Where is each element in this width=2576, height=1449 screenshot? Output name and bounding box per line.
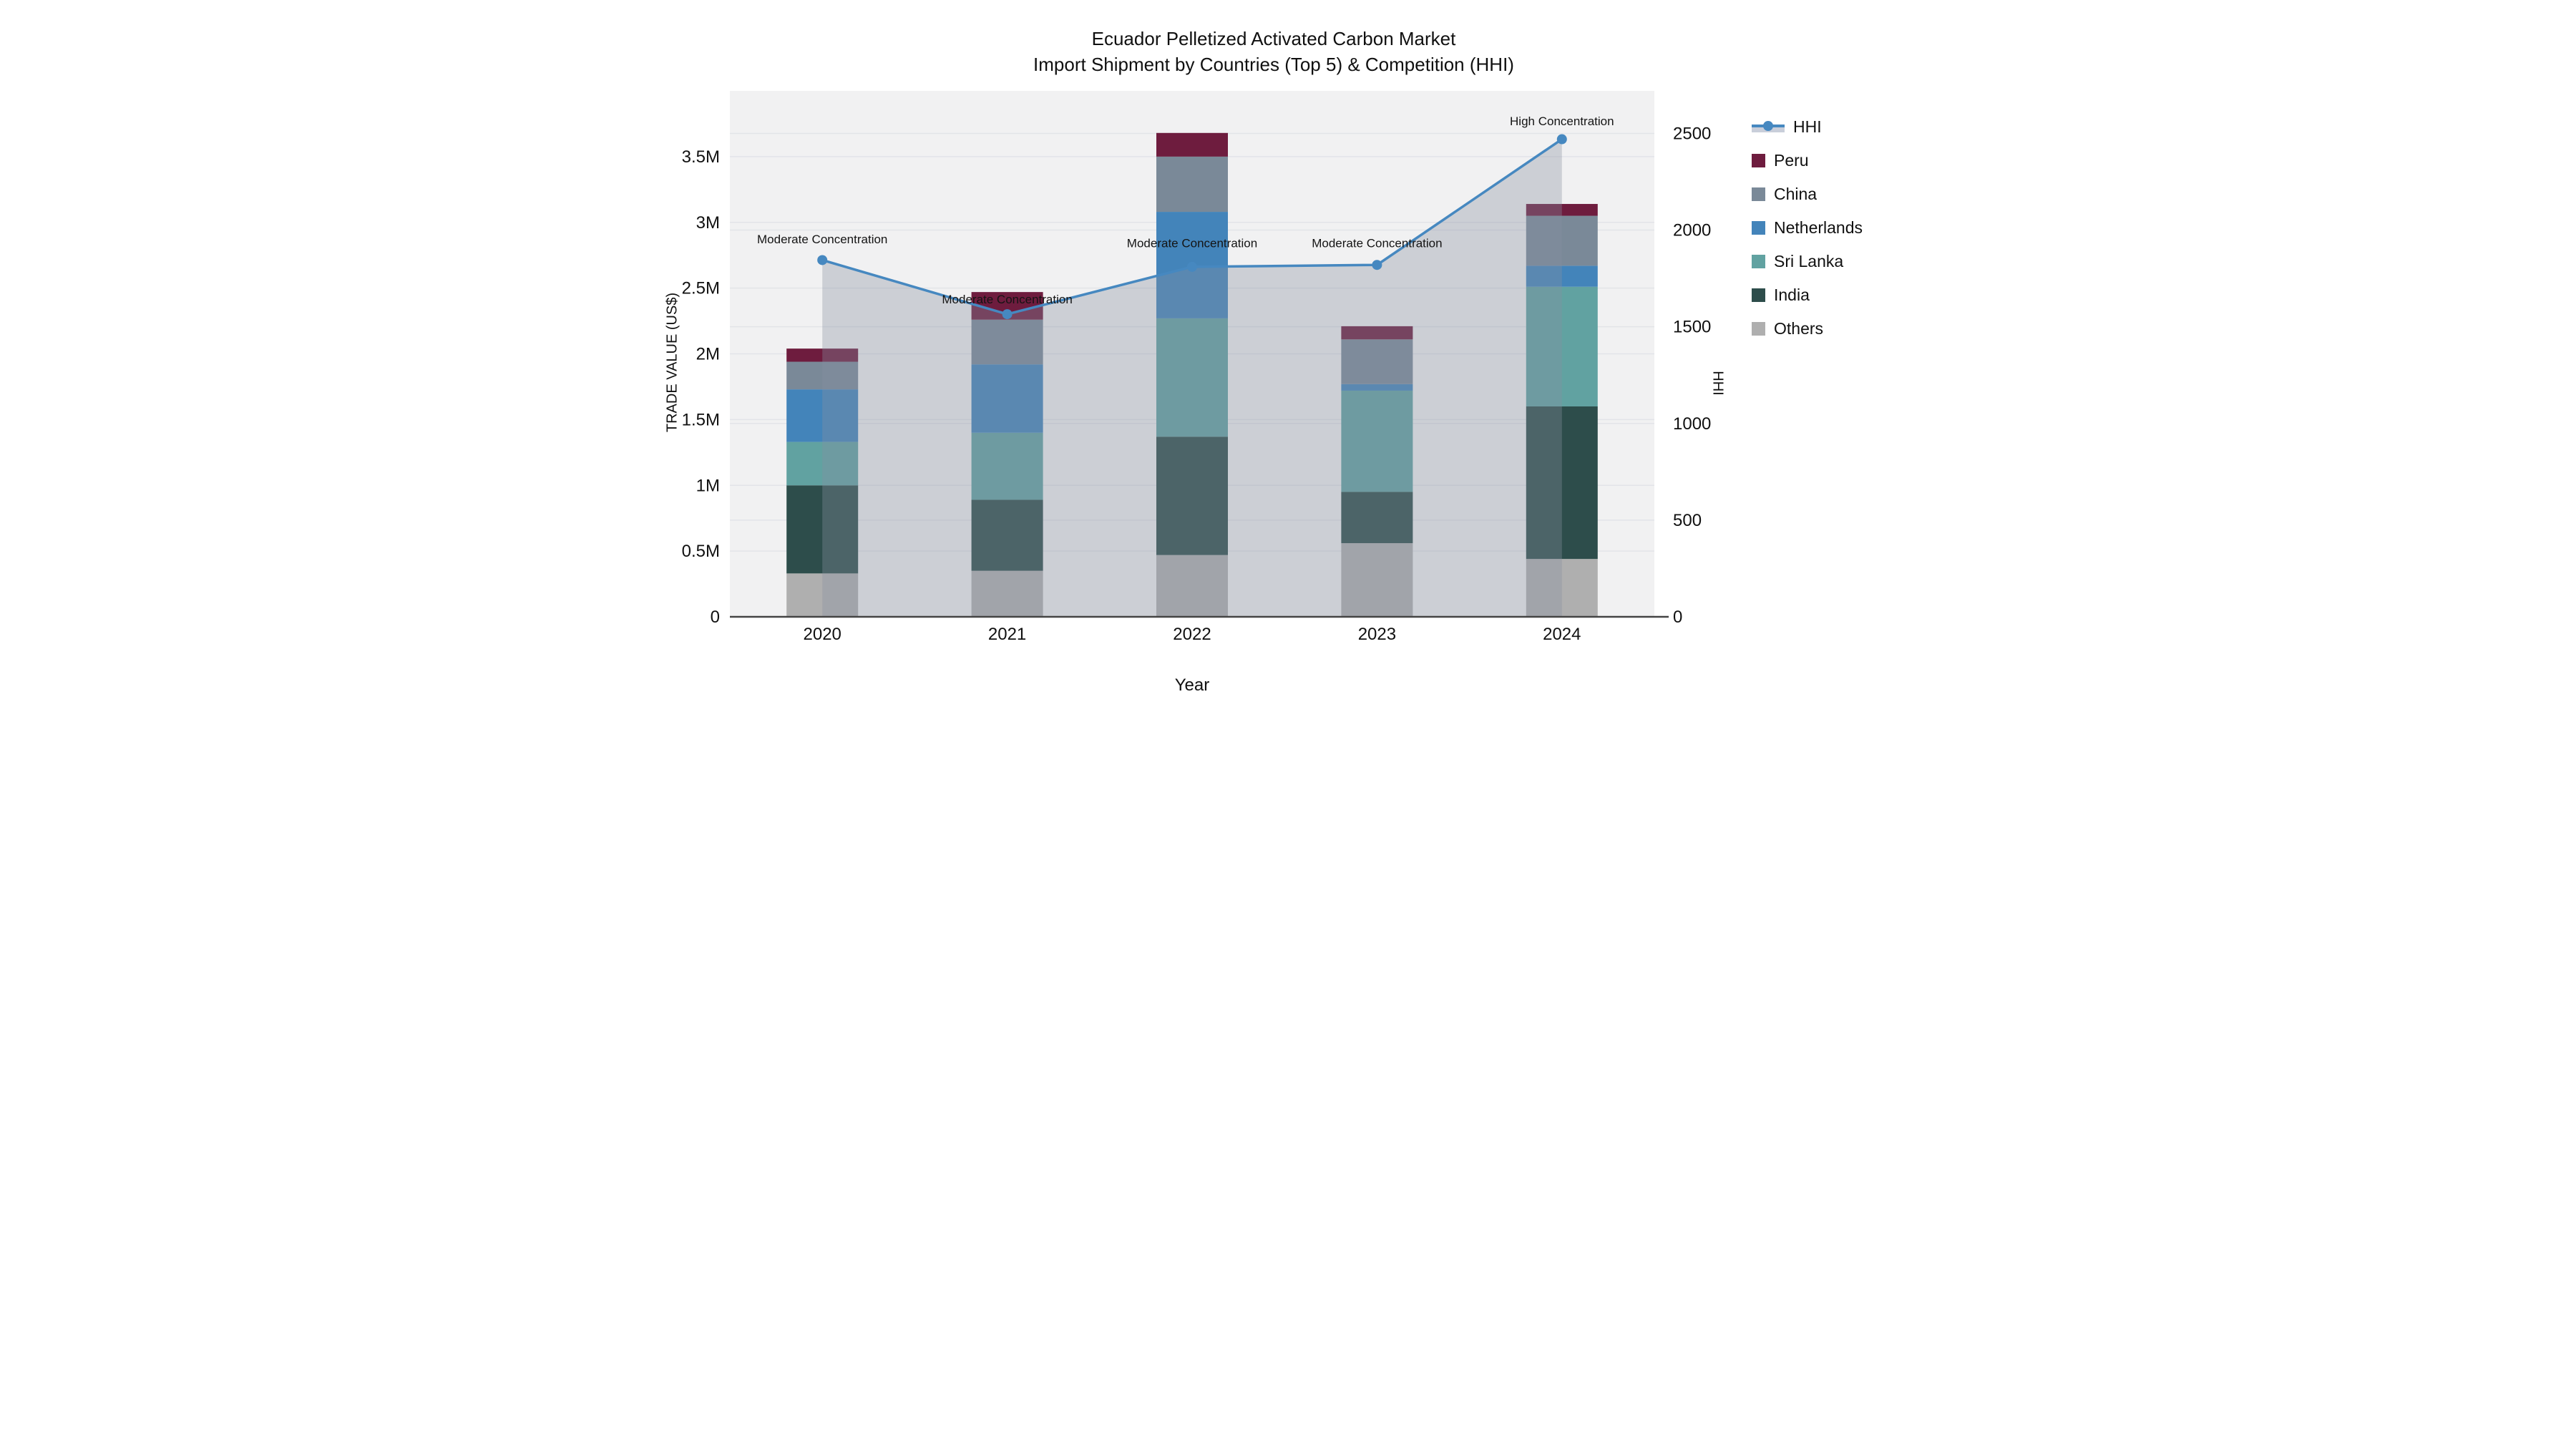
legend-swatch-sri-lanka: [1752, 254, 1765, 268]
bar-segment-netherlands-2024[interactable]: [1526, 265, 1598, 287]
bar-segment-others-2024[interactable]: [1526, 559, 1598, 617]
annotation-2022: Moderate Concentration: [1127, 236, 1257, 250]
legend-hhi-line-icon: [1752, 121, 1785, 132]
y-axis-title-left: TRADE VALUE (US$): [664, 292, 680, 433]
y-tick-label-right: 2500: [1673, 124, 1711, 143]
y-tick-label-left: 2M: [696, 345, 720, 364]
bar-segment-china-2024[interactable]: [1526, 215, 1598, 266]
hhi-point-2023[interactable]: [1372, 260, 1382, 270]
annotation-2021: Moderate Concentration: [942, 293, 1072, 306]
bar-segment-india-2024[interactable]: [1526, 406, 1598, 560]
legend-item-sri-lanka[interactable]: Sri Lanka: [1752, 250, 1863, 272]
y-tick-label-right: 2000: [1673, 221, 1711, 240]
y-tick-label-right: 1000: [1673, 414, 1711, 434]
bar-segment-sri-lanka-2021[interactable]: [971, 432, 1043, 500]
annotation-2023: Moderate Concentration: [1312, 236, 1442, 250]
figure: Ecuador Pelletized Activated Carbon Mark…: [644, 0, 1932, 725]
y-axis-title-right: HHI: [1709, 371, 1726, 396]
bar-segment-others-2023[interactable]: [1341, 543, 1413, 617]
chart-title-block: Ecuador Pelletized Activated Carbon Mark…: [1033, 26, 1514, 77]
legend-item-hhi[interactable]: HHI: [1752, 116, 1863, 137]
legend-label: Netherlands: [1774, 218, 1863, 237]
y-tick-label-left: 2.5M: [682, 279, 720, 298]
x-tick-label: 2022: [1173, 625, 1211, 644]
bar-segment-sri-lanka-2022[interactable]: [1156, 318, 1228, 437]
bar-segment-others-2021[interactable]: [971, 570, 1043, 617]
legend-item-others[interactable]: Others: [1752, 318, 1863, 339]
bar-segment-peru-2023[interactable]: [1341, 326, 1413, 340]
legend-swatch-india: [1752, 288, 1765, 302]
chart-title: Ecuador Pelletized Activated Carbon Mark…: [1091, 28, 1456, 49]
bar-segment-netherlands-2020[interactable]: [786, 389, 859, 442]
legend-label: India: [1774, 285, 1810, 304]
bar-segment-india-2020[interactable]: [786, 485, 859, 574]
y-tick-label-right: 1500: [1673, 318, 1711, 337]
legend-swatch-netherlands: [1752, 220, 1765, 235]
annotation-2020: Moderate Concentration: [757, 233, 887, 246]
legend-label: Others: [1774, 318, 1824, 338]
y-tick-label-right: 0: [1673, 608, 1682, 627]
hhi-point-2021[interactable]: [1002, 309, 1013, 320]
bar-segment-china-2020[interactable]: [786, 361, 859, 390]
bar-segment-peru-2022[interactable]: [1156, 132, 1228, 157]
y-tick-label-right: 500: [1673, 511, 1702, 530]
hhi-point-2022[interactable]: [1187, 261, 1197, 272]
x-tick-label: 2021: [988, 625, 1026, 644]
legend-item-netherlands[interactable]: Netherlands: [1752, 217, 1863, 238]
bar-segment-peru-2024[interactable]: [1526, 204, 1598, 216]
x-tick-label: 2020: [804, 625, 841, 644]
y-tick-label-left: 1.5M: [682, 410, 720, 429]
y-tick-label-left: 1M: [696, 476, 720, 495]
bar-segment-others-2020[interactable]: [786, 573, 859, 617]
legend-swatch-china: [1752, 187, 1765, 201]
bar-segment-sri-lanka-2023[interactable]: [1341, 390, 1413, 492]
bar-segment-netherlands-2023[interactable]: [1341, 384, 1413, 391]
legend-label: China: [1774, 184, 1818, 203]
annotation-2024: High Concentration: [1510, 114, 1614, 128]
bar-segment-india-2023[interactable]: [1341, 492, 1413, 544]
x-tick-label: 2024: [1543, 625, 1581, 644]
legend-swatch-others: [1752, 321, 1765, 336]
bar-segment-others-2022[interactable]: [1156, 555, 1228, 617]
bar-segment-china-2022[interactable]: [1156, 156, 1228, 213]
hhi-point-2024[interactable]: [1556, 134, 1567, 145]
legend-label: Peru: [1774, 150, 1809, 170]
legend-label: Sri Lanka: [1774, 251, 1844, 270]
bar-segment-india-2022[interactable]: [1156, 436, 1228, 555]
legend: HHI Peru China Netherlands Sri Lanka India Oth…: [1752, 116, 1863, 339]
bar-segment-china-2021[interactable]: [971, 319, 1043, 365]
legend-label: HHI: [1793, 117, 1822, 136]
legend-item-india[interactable]: India: [1752, 284, 1863, 306]
bar-segment-sri-lanka-2020[interactable]: [786, 441, 859, 486]
y-tick-label-left: 0.5M: [682, 542, 720, 561]
chart-subtitle: Import Shipment by Countries (Top 5) & C…: [1033, 54, 1514, 75]
bar-segment-sri-lanka-2024[interactable]: [1526, 286, 1598, 406]
x-tick-label: 2023: [1358, 625, 1396, 644]
bar-segment-china-2023[interactable]: [1341, 339, 1413, 384]
hhi-area: [822, 139, 1562, 617]
y-tick-label-left: 0: [711, 608, 720, 627]
legend-item-peru[interactable]: Peru: [1752, 150, 1863, 171]
x-axis-title: Year: [1174, 675, 1210, 695]
y-tick-label-left: 3.5M: [682, 147, 720, 167]
hhi-point-2020[interactable]: [817, 255, 828, 265]
bar-segment-peru-2020[interactable]: [786, 348, 859, 362]
chart-svg: 0 0.5M 1M 1.5M 2M 2.5M 3M 3.5M 0 500 1000 1500 2000 2…: [682, 91, 1711, 644]
y-tick-label-left: 3M: [696, 213, 720, 233]
bar-segment-india-2021[interactable]: [971, 499, 1043, 571]
legend-item-china[interactable]: China: [1752, 183, 1863, 205]
bar-segment-netherlands-2021[interactable]: [971, 364, 1043, 433]
legend-swatch-peru: [1752, 153, 1765, 167]
